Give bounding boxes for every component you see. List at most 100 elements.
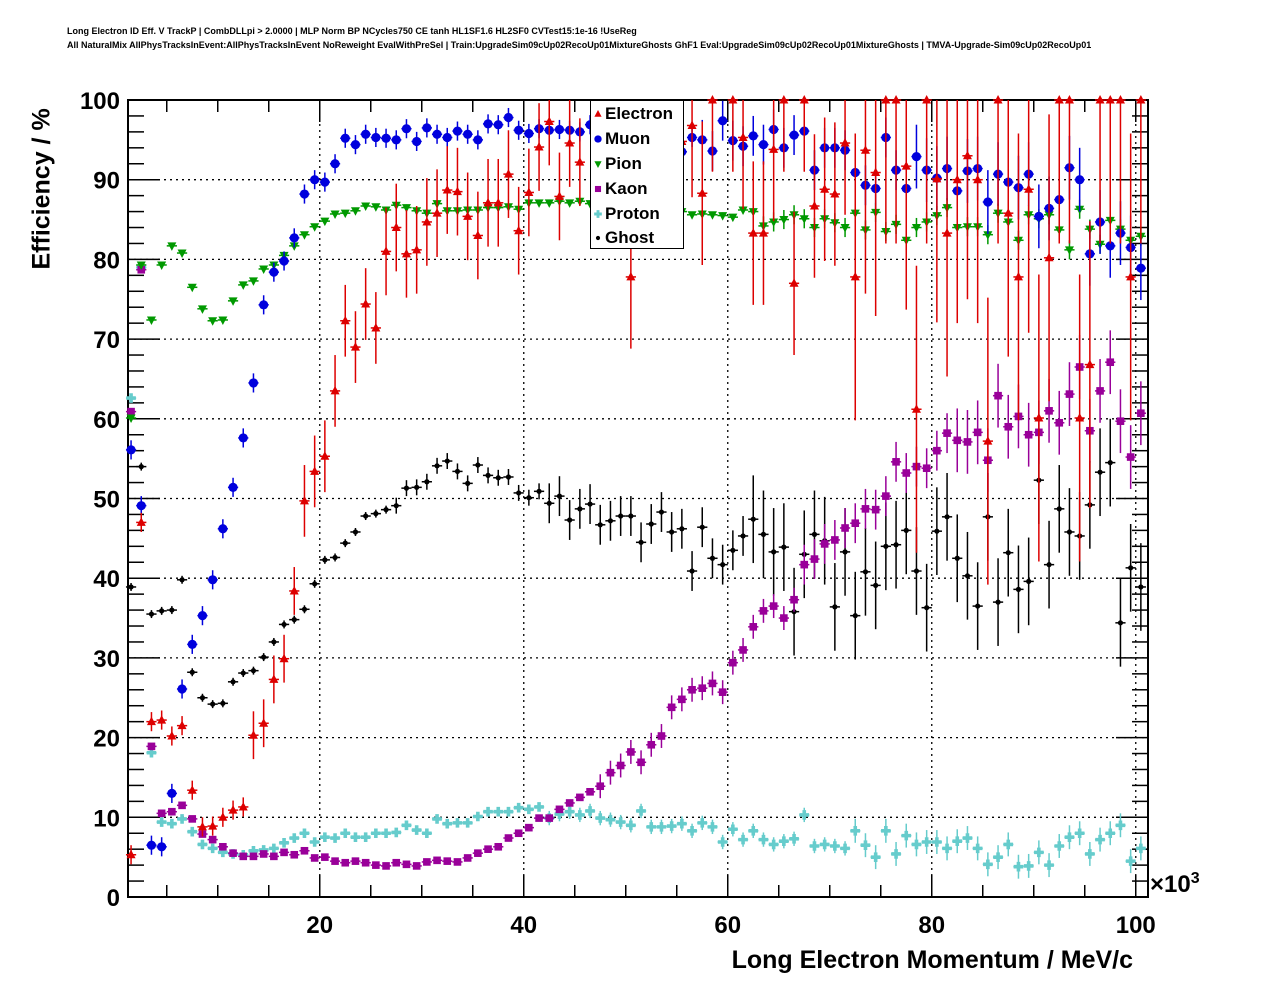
data-point-electron: [238, 801, 248, 811]
data-point-electron: [452, 186, 462, 196]
legend-marker: [595, 235, 601, 240]
data-point-electron: [534, 142, 544, 151]
data-point-kaon: [494, 842, 503, 851]
data-point-muon: [789, 130, 799, 140]
data-point-electron: [269, 674, 279, 683]
data-point-ghost: [893, 542, 899, 548]
data-point-electron: [575, 157, 585, 166]
data-point-electron: [911, 404, 921, 413]
data-point-ghost: [699, 524, 705, 530]
data-point-muon: [442, 132, 452, 143]
data-point-proton: [809, 841, 820, 851]
data-point-proton: [493, 806, 504, 817]
data-point-electron: [993, 95, 1003, 104]
data-point-electron: [381, 246, 391, 255]
data-point-ghost: [291, 617, 297, 623]
data-point-ghost: [1046, 562, 1052, 568]
data-point-ghost: [832, 604, 838, 610]
data-point-muon: [167, 788, 177, 798]
data-point-kaon: [127, 407, 135, 416]
data-point-kaon: [963, 438, 972, 446]
data-point-kaon: [1045, 407, 1053, 415]
data-point-ghost: [1117, 620, 1124, 626]
y-tick-label: 80: [93, 247, 120, 274]
data-point-ghost: [1097, 469, 1103, 475]
data-point-kaon: [443, 857, 452, 865]
y-tick-label: 60: [93, 407, 120, 434]
data-point-ghost: [862, 569, 869, 575]
data-point-kaon: [586, 787, 594, 796]
data-point-proton: [360, 832, 371, 843]
data-point-pion: [218, 316, 228, 325]
legend-marker: [594, 209, 602, 218]
data-point-electron: [208, 821, 218, 830]
data-point-proton: [626, 820, 636, 831]
legend-entry-pion: Pion: [591, 151, 685, 176]
data-point-kaon: [270, 852, 278, 861]
data-point-muon: [1075, 175, 1085, 185]
data-point-electron: [850, 271, 860, 281]
data-point-proton: [1003, 839, 1014, 850]
data-point-ghost: [944, 514, 950, 520]
data-point-proton: [840, 843, 850, 854]
data-point-ghost: [1026, 578, 1032, 584]
data-point-kaon: [1137, 409, 1145, 418]
data-point-electron: [126, 849, 136, 859]
data-point-kaon: [168, 807, 176, 816]
data-point-pion: [707, 211, 717, 220]
data-point-electron: [310, 466, 320, 475]
data-point-kaon: [219, 842, 227, 851]
data-point-proton: [636, 806, 646, 816]
data-point-muon: [983, 197, 993, 207]
data-point-kaon: [790, 595, 798, 604]
data-point-proton: [1044, 860, 1054, 870]
data-point-proton: [1013, 861, 1024, 872]
data-point-proton: [340, 828, 351, 839]
data-point-electron: [922, 95, 932, 104]
data-point-kaon: [392, 858, 401, 867]
data-point-electron: [789, 278, 799, 287]
data-point-proton: [126, 393, 136, 403]
data-point-kaon: [1116, 417, 1125, 425]
data-point-kaon: [892, 458, 900, 466]
data-point-pion: [779, 216, 789, 225]
data-point-proton: [473, 811, 483, 822]
y-tick-label: 40: [93, 566, 120, 593]
data-point-electron: [871, 167, 881, 177]
data-point-kaon: [780, 614, 788, 622]
data-point-electron: [1064, 95, 1074, 104]
data-point-kaon: [810, 555, 819, 563]
data-point-kaon: [861, 505, 870, 513]
data-point-electron: [1034, 413, 1044, 422]
data-point-proton: [422, 828, 432, 839]
data-point-kaon: [382, 862, 390, 870]
data-point-electron: [891, 95, 901, 104]
data-point-proton: [901, 830, 912, 841]
data-point-proton: [779, 836, 789, 847]
data-point-kaon: [729, 658, 737, 667]
data-point-kaon: [423, 858, 431, 866]
data-point-ghost: [720, 562, 726, 568]
data-point-ghost: [852, 613, 858, 619]
data-point-ghost: [312, 581, 318, 587]
y-tick-label: 0: [107, 885, 120, 912]
data-point-muon: [422, 123, 432, 133]
data-point-electron: [330, 385, 340, 395]
data-point-ghost: [587, 501, 593, 507]
data-point-kaon: [933, 446, 941, 455]
data-point-ghost: [485, 472, 491, 478]
data-point-muon: [381, 133, 391, 143]
data-point-kaon: [280, 848, 288, 857]
data-point-ghost: [261, 654, 267, 660]
data-point-ghost: [342, 540, 348, 546]
data-point-proton: [962, 833, 973, 843]
data-point-muon: [911, 151, 922, 162]
series-ghost: [125, 418, 1146, 709]
data-point-kaon: [259, 850, 268, 858]
legend: Electron Muon Pion Kaon Proton Ghost: [590, 100, 684, 249]
data-point-ghost: [373, 511, 379, 517]
data-point-ghost: [393, 503, 399, 509]
data-point-muon: [452, 126, 463, 136]
data-point-proton: [554, 809, 565, 819]
data-point-proton: [881, 826, 891, 836]
